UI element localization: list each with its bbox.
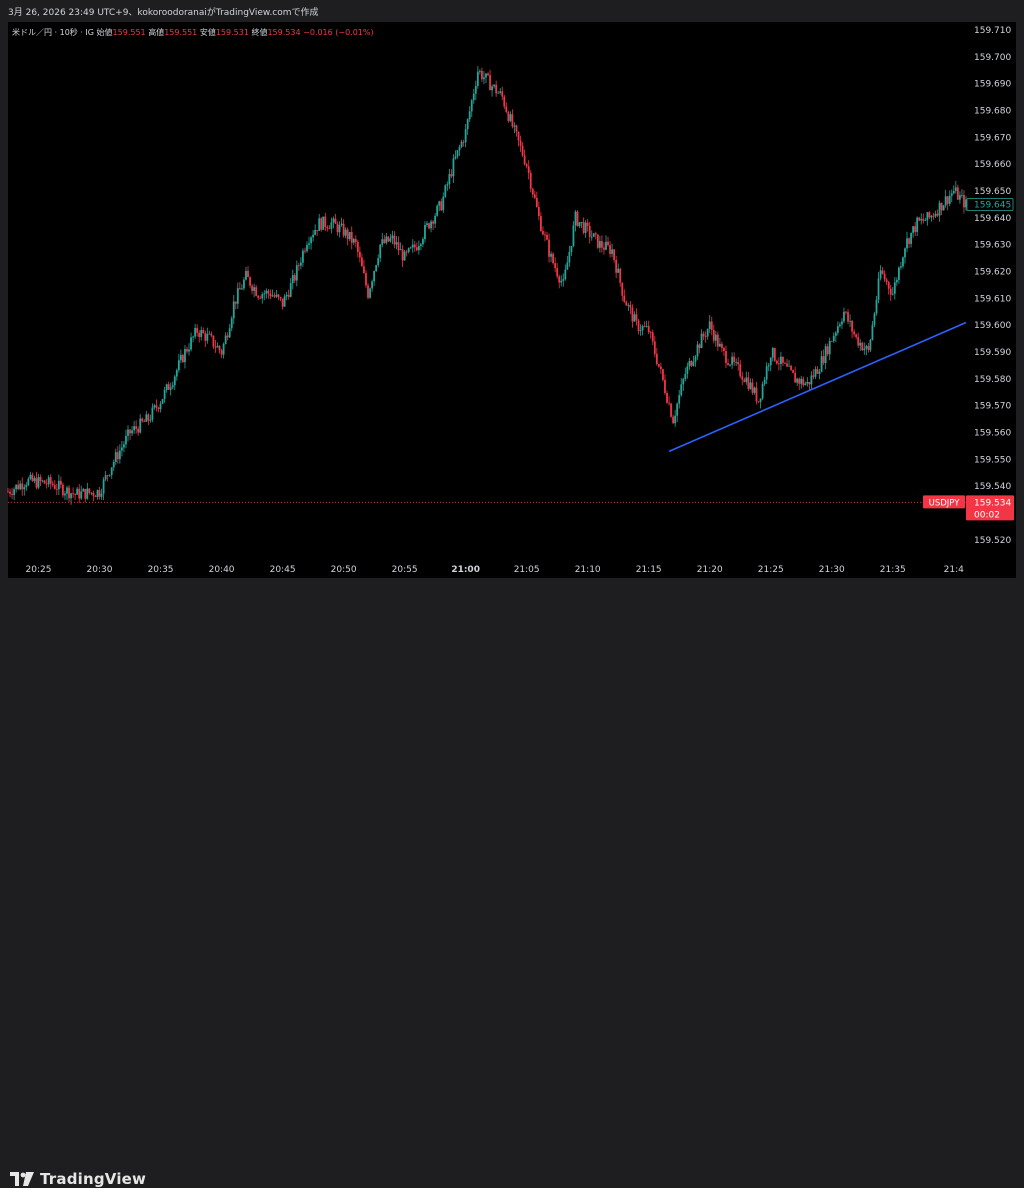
top-bar: 3月 26, 2026 23:49 UTC+9、kokoroodoranaiがT… bbox=[0, 0, 1024, 22]
open-value: 159.551 bbox=[112, 28, 146, 37]
open-label: 始値 bbox=[96, 28, 113, 37]
brand-name: TradingView bbox=[40, 1170, 147, 1188]
tradingview-logo-icon bbox=[10, 1172, 34, 1186]
high-value: 159.551 bbox=[164, 28, 198, 37]
low-value: 159.531 bbox=[215, 28, 249, 37]
high-label: 高値 bbox=[148, 28, 165, 37]
close-label: 終値 bbox=[251, 28, 268, 37]
symbol-label[interactable]: 米ドル／円 · 10秒 · IG bbox=[12, 28, 94, 37]
low-label: 安値 bbox=[199, 28, 216, 37]
brand[interactable]: TradingView bbox=[10, 1170, 146, 1188]
change-value: −0.016 (−0.01%) bbox=[303, 28, 374, 37]
close-value: 159.534 bbox=[267, 28, 301, 37]
footer-bar: TradingView bbox=[0, 578, 1024, 1188]
ohlc-legend: 米ドル／円 · 10秒 · IG 始値159.551 高値159.551 安値1… bbox=[12, 27, 374, 38]
chart-pane[interactable] bbox=[8, 22, 1016, 578]
snapshot-caption: 3月 26, 2026 23:49 UTC+9、kokoroodoranaiがT… bbox=[8, 8, 319, 18]
